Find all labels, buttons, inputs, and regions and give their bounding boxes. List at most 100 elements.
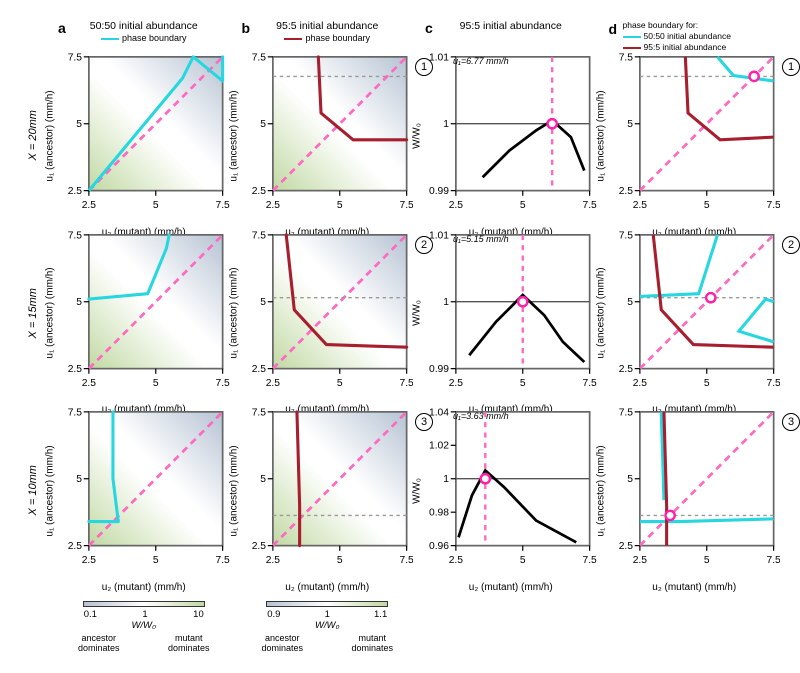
svg-text:5: 5 bbox=[627, 119, 633, 130]
svg-text:2.5: 2.5 bbox=[68, 364, 83, 375]
svg-text:2.5: 2.5 bbox=[632, 377, 647, 388]
svg-text:2.5: 2.5 bbox=[618, 364, 633, 375]
panel-letter-a: a bbox=[58, 20, 66, 36]
panel-letter-d: d bbox=[609, 20, 618, 38]
panel-b-0: 2.557.52.557.51u₁ (ancestor) (mm/h)u₂ (m… bbox=[242, 50, 414, 222]
svg-text:5: 5 bbox=[76, 119, 82, 130]
svg-text:1: 1 bbox=[443, 474, 449, 485]
svg-text:2.5: 2.5 bbox=[449, 377, 464, 388]
svg-text:1.01: 1.01 bbox=[429, 230, 449, 241]
figure-grid: a 50:50 initial abundance phase boundary… bbox=[20, 20, 780, 653]
panel-a-0: 2.557.52.557.5u₁ (ancestor) (mm/h)u₂ (mu… bbox=[58, 50, 230, 222]
legend-a: phase boundary bbox=[122, 33, 187, 43]
panel-d-1: 2.557.52.557.52u₁ (ancestor) (mm/h)u₂ (m… bbox=[609, 228, 781, 400]
cbar-b-t2: 1.1 bbox=[374, 609, 387, 620]
panel-b-2: 2.557.52.557.53u₁ (ancestor) (mm/h)u₂ (m… bbox=[242, 405, 414, 577]
svg-text:2.5: 2.5 bbox=[82, 200, 97, 211]
svg-text:7.5: 7.5 bbox=[766, 200, 780, 211]
svg-text:2.5: 2.5 bbox=[618, 541, 633, 552]
cbar-a-t1: 1 bbox=[142, 609, 147, 620]
svg-text:5: 5 bbox=[260, 474, 266, 485]
svg-text:2.5: 2.5 bbox=[632, 555, 647, 566]
svg-text:5: 5 bbox=[703, 200, 709, 211]
svg-text:5: 5 bbox=[336, 377, 342, 388]
svg-text:1: 1 bbox=[443, 297, 449, 308]
panel-a-2: 2.557.52.557.5u₁ (ancestor) (mm/h)u₂ (mu… bbox=[58, 405, 230, 577]
svg-text:7.5: 7.5 bbox=[68, 407, 83, 418]
svg-text:1.04: 1.04 bbox=[429, 407, 449, 418]
panel-a-1: 2.557.52.557.5u₁ (ancestor) (mm/h)u₂ (mu… bbox=[58, 228, 230, 400]
svg-text:2.5: 2.5 bbox=[618, 186, 633, 197]
svg-text:1.01: 1.01 bbox=[429, 52, 449, 63]
svg-text:2.5: 2.5 bbox=[449, 200, 464, 211]
svg-text:5: 5 bbox=[336, 555, 342, 566]
cbar-a-left: ancestor dominates bbox=[69, 633, 129, 653]
svg-text:2.5: 2.5 bbox=[632, 200, 647, 211]
cbar-b-t1: 1 bbox=[325, 609, 330, 620]
cbar-a-t0: 0.1 bbox=[84, 609, 97, 620]
svg-text:7.5: 7.5 bbox=[68, 230, 83, 241]
svg-text:5: 5 bbox=[703, 377, 709, 388]
svg-text:5: 5 bbox=[703, 555, 709, 566]
svg-text:5: 5 bbox=[260, 119, 266, 130]
svg-text:2.5: 2.5 bbox=[265, 377, 280, 388]
svg-text:7.5: 7.5 bbox=[766, 555, 780, 566]
row-label-0: X = 20mm bbox=[20, 50, 46, 222]
svg-text:2.5: 2.5 bbox=[251, 541, 266, 552]
badge-d1: 1 bbox=[782, 58, 800, 76]
svg-text:7.5: 7.5 bbox=[399, 200, 413, 211]
panel-c-1: 2.557.50.9911.01W/W₀u₂ (mutant) (mm/h)u₁… bbox=[425, 228, 597, 400]
cbar-b-center: W/W₀ bbox=[315, 620, 340, 631]
col-head-b: b 95:5 initial abundance phase boundary bbox=[242, 20, 414, 44]
svg-text:5: 5 bbox=[153, 377, 159, 388]
svg-text:7.5: 7.5 bbox=[215, 200, 229, 211]
svg-text:2.5: 2.5 bbox=[82, 377, 97, 388]
svg-text:7.5: 7.5 bbox=[251, 230, 266, 241]
badge-d2: 2 bbox=[782, 236, 800, 254]
row-label-1: X = 15mm bbox=[20, 228, 46, 400]
svg-text:7.5: 7.5 bbox=[215, 555, 229, 566]
svg-text:7.5: 7.5 bbox=[215, 377, 229, 388]
svg-text:5: 5 bbox=[260, 297, 266, 308]
svg-text:5: 5 bbox=[153, 200, 159, 211]
svg-text:7.5: 7.5 bbox=[582, 555, 596, 566]
panel-d-2: 2.557.52.557.53u₁ (ancestor) (mm/h)u₂ (m… bbox=[609, 405, 781, 577]
svg-text:5: 5 bbox=[520, 200, 526, 211]
svg-text:5: 5 bbox=[520, 555, 526, 566]
svg-text:0.98: 0.98 bbox=[429, 508, 449, 519]
cbar-b-left: ancestor dominates bbox=[252, 633, 312, 653]
svg-text:5: 5 bbox=[153, 555, 159, 566]
col-head-c: c 95:5 initial abundance bbox=[425, 20, 597, 44]
svg-text:0.96: 0.96 bbox=[429, 541, 449, 552]
svg-text:5: 5 bbox=[520, 377, 526, 388]
cbar-a-right: mutant dominates bbox=[159, 633, 219, 653]
row-label-2: X = 10mm bbox=[20, 405, 46, 577]
svg-text:2.5: 2.5 bbox=[68, 541, 83, 552]
col-title-c: 95:5 initial abundance bbox=[460, 20, 562, 32]
svg-text:2.5: 2.5 bbox=[265, 200, 280, 211]
svg-text:2.5: 2.5 bbox=[251, 364, 266, 375]
svg-text:2.5: 2.5 bbox=[265, 555, 280, 566]
svg-text:7.5: 7.5 bbox=[251, 52, 266, 63]
cbar-a-center: W/W₀ bbox=[131, 620, 156, 631]
svg-text:7.5: 7.5 bbox=[618, 52, 633, 63]
col-head-a: a 50:50 initial abundance phase boundary bbox=[58, 20, 230, 44]
col-head-d: d phase boundary for: 50:50 initial abun… bbox=[609, 20, 781, 44]
svg-text:1: 1 bbox=[443, 119, 449, 130]
svg-text:7.5: 7.5 bbox=[251, 407, 266, 418]
svg-text:0.99: 0.99 bbox=[429, 364, 449, 375]
legend-d1: 50:50 initial abundance bbox=[644, 31, 731, 41]
panel-d-0: 2.557.52.557.51u₁ (ancestor) (mm/h)u₂ (m… bbox=[609, 50, 781, 222]
svg-text:7.5: 7.5 bbox=[399, 555, 413, 566]
panel-c-0: 2.557.50.9911.01W/W₀u₂ (mutant) (mm/h)u₁… bbox=[425, 50, 597, 222]
svg-text:7.5: 7.5 bbox=[582, 377, 596, 388]
badge-d3: 3 bbox=[782, 413, 800, 431]
svg-text:2.5: 2.5 bbox=[68, 186, 83, 197]
cbar-a-t2: 10 bbox=[193, 609, 204, 620]
svg-text:2.5: 2.5 bbox=[82, 555, 97, 566]
svg-text:7.5: 7.5 bbox=[399, 377, 413, 388]
panel-letter-b: b bbox=[242, 20, 251, 36]
legend-b: phase boundary bbox=[305, 33, 370, 43]
panel-b-1: 2.557.52.557.52u₁ (ancestor) (mm/h)u₂ (m… bbox=[242, 228, 414, 400]
svg-text:2.5: 2.5 bbox=[449, 555, 464, 566]
